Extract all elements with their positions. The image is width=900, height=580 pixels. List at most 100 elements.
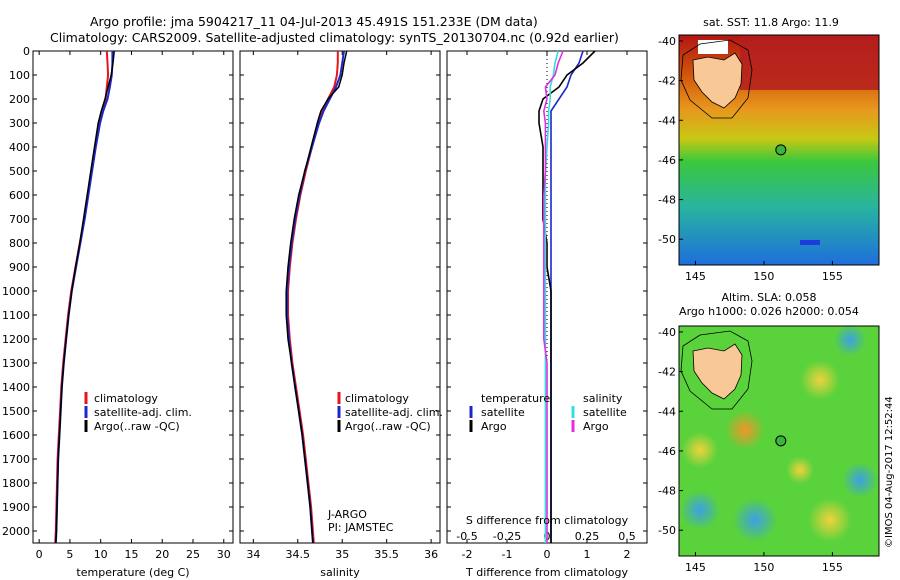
x-tick-label: 2 xyxy=(624,548,631,561)
y-tick-label: 1900 xyxy=(2,501,30,514)
x-tick-label: 36 xyxy=(424,548,438,561)
y-tick-label: 0 xyxy=(23,45,30,58)
sla-map-title-line2: Argo h1000: 0.026 h2000: 0.054 xyxy=(679,305,859,318)
tasmania-land xyxy=(692,343,743,400)
y-tick-label: 200 xyxy=(9,93,30,106)
series-line-salinity-satellite xyxy=(544,50,559,543)
top-tick-label: 0.5 xyxy=(618,530,636,543)
y-tick-label: -46 xyxy=(658,154,676,167)
x-tick-label: 0 xyxy=(544,548,551,561)
x-tick-label: 35.5 xyxy=(374,548,399,561)
series-line-argo-raw-qc- xyxy=(55,50,115,544)
y-tick-label: -50 xyxy=(658,524,676,537)
y-tick-label: 1800 xyxy=(2,477,30,490)
difference-legend: temperature satellite Argo salinity sate… xyxy=(469,392,627,433)
series-line-temperature-argo xyxy=(538,50,596,543)
sst-cool-patch xyxy=(800,240,820,245)
y-tick-label: 1300 xyxy=(2,357,30,370)
x-tick-label: 15 xyxy=(124,548,138,561)
x-tick-label: 1 xyxy=(584,548,591,561)
difference-top-xlabel: S difference from climatology xyxy=(466,514,629,527)
x-tick-label: -1 xyxy=(502,548,513,561)
y-tick-label: 1600 xyxy=(2,429,30,442)
sst-warm-region xyxy=(740,35,879,90)
sla-blob xyxy=(786,456,814,484)
x-tick-label: 35 xyxy=(335,548,349,561)
y-tick-label: 2000 xyxy=(2,525,30,538)
y-tick-label: 100 xyxy=(9,69,30,82)
y-tick-label: 1200 xyxy=(2,333,30,346)
sst-map-frame xyxy=(678,34,880,266)
sst-map-axes: 145 150 155 -40 -42 -44 -46 -48 -50 xyxy=(658,35,843,283)
x-tick-label: 0 xyxy=(36,548,43,561)
x-tick-label: 150 xyxy=(753,270,774,283)
sla-blob xyxy=(800,360,840,400)
y-tick-label: -40 xyxy=(658,35,676,48)
argo-location-marker xyxy=(775,435,787,447)
x-tick-label: 145 xyxy=(685,270,706,283)
legend-label-argo: Argo(..raw -QC) xyxy=(94,420,180,433)
y-tick-label: 1700 xyxy=(2,453,30,466)
difference-plot: -2 -1 0 1 2-0.5 -0.25 0 0.25 0.5 xyxy=(447,50,647,561)
annotation-j-argo: J-ARGO xyxy=(327,508,367,521)
legend-label-satellite: satellite-adj. clim. xyxy=(345,406,443,419)
y-tick-label: -42 xyxy=(658,366,676,379)
y-tick-label: 1500 xyxy=(2,405,30,418)
legend-label-t-argo: Argo xyxy=(481,420,507,433)
x-tick-label: 34.5 xyxy=(286,548,311,561)
sla-blob xyxy=(680,490,720,530)
argo-location-marker xyxy=(775,144,787,156)
series-line-salinity-argo xyxy=(542,50,564,543)
legend-title-salinity: salinity xyxy=(583,392,623,405)
temperature-legend: climatology satellite-adj. clim. Argo(..… xyxy=(84,392,192,433)
x-tick-label: -2 xyxy=(462,548,473,561)
y-tick-label: -46 xyxy=(658,445,676,458)
legend-label-satellite: satellite-adj. clim. xyxy=(94,406,192,419)
top-tick-label: 0.25 xyxy=(575,530,600,543)
sla-blob xyxy=(842,462,878,498)
x-tick-label: 20 xyxy=(155,548,169,561)
sla-map xyxy=(678,324,880,557)
sla-blob xyxy=(682,432,718,468)
y-tick-label: -44 xyxy=(658,114,676,127)
sla-map-frame xyxy=(678,325,880,557)
y-tick-label: 600 xyxy=(9,189,30,202)
sst-map-title: sat. SST: 11.8 Argo: 11.9 xyxy=(703,16,839,29)
y-tick-label: 1400 xyxy=(2,381,30,394)
salinity-legend: climatology satellite-adj. clim. Argo(..… xyxy=(327,392,443,534)
y-tick-label: 1100 xyxy=(2,309,30,322)
sla-blob xyxy=(725,410,765,450)
x-tick-label: 5 xyxy=(66,548,73,561)
sla-blob xyxy=(834,324,866,356)
sst-map xyxy=(678,34,880,266)
top-tick-label: -0.5 xyxy=(456,530,477,543)
sla-map-title-line1: Altim. SLA: 0.058 xyxy=(721,291,816,304)
y-tick-label: -42 xyxy=(658,75,676,88)
temperature-xlabel: temperature (deg C) xyxy=(76,566,189,579)
y-tick-label: 700 xyxy=(9,213,30,226)
shelf-contour xyxy=(680,39,753,119)
y-tick-label: 400 xyxy=(9,141,30,154)
sla-map-axes: 145 150 155 -40 -42 -44 -46 -48 -50 xyxy=(658,326,843,574)
legend-label-climatology: climatology xyxy=(94,392,158,405)
y-tick-label: 300 xyxy=(9,117,30,130)
y-tick-label: -40 xyxy=(658,326,676,339)
sla-blob xyxy=(733,498,777,542)
y-tick-label: 1000 xyxy=(2,285,30,298)
x-tick-label: 155 xyxy=(822,561,843,574)
header-title-line1: Argo profile: jma 5904217_11 04-Jul-2013… xyxy=(90,14,538,29)
annotation-pi: PI: JAMSTEC xyxy=(328,521,394,534)
x-tick-label: 145 xyxy=(685,561,706,574)
y-tick-label: -44 xyxy=(658,405,676,418)
difference-xlabel: T difference from climatology xyxy=(465,566,628,579)
legend-label-s-argo: Argo xyxy=(583,420,609,433)
legend-label-argo: Argo(..raw -QC) xyxy=(345,420,431,433)
temperature-plot: 0 5 10 15 20 25 300100200300400500600700800900… xyxy=(2,45,233,561)
y-tick-label: 900 xyxy=(9,261,30,274)
legend-label-t-satellite: satellite xyxy=(481,406,525,419)
y-tick-label: 800 xyxy=(9,237,30,250)
legend-label-s-satellite: satellite xyxy=(583,406,627,419)
x-tick-label: 155 xyxy=(822,270,843,283)
salinity-plot: 34 34.5 35 35.5 36 xyxy=(240,50,440,561)
